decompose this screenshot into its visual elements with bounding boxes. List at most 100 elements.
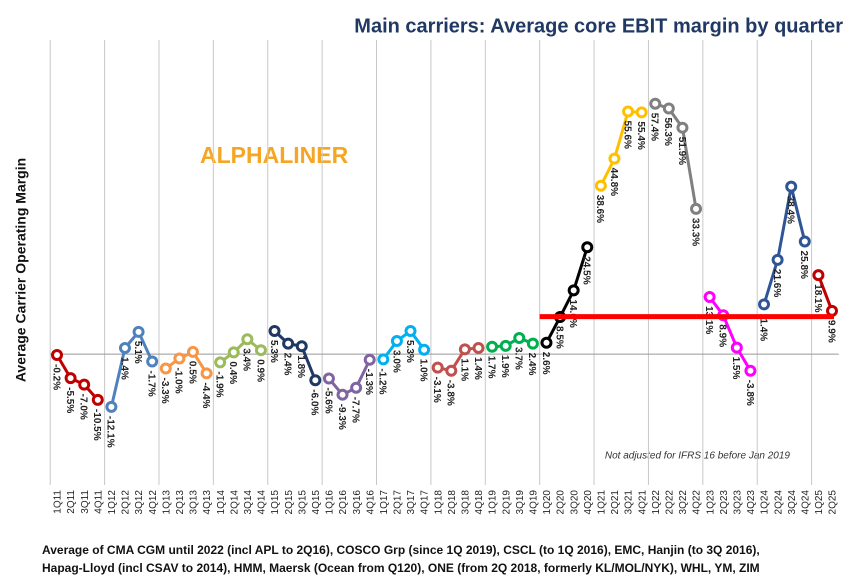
data-point xyxy=(676,121,689,134)
data-point xyxy=(200,367,213,380)
data-label: 1.7% xyxy=(485,356,496,379)
data-point xyxy=(499,339,512,352)
data-point xyxy=(173,352,186,365)
data-label: -7.0% xyxy=(78,394,89,420)
x-tick-label: 1Q18 xyxy=(433,490,444,515)
data-label: 1.9% xyxy=(499,355,510,378)
data-point xyxy=(118,342,131,355)
x-tick-label: 2Q25 xyxy=(828,490,839,515)
x-tick-label: 1Q11 xyxy=(53,490,64,514)
data-label: -0.2% xyxy=(50,364,61,390)
data-label: 25.8% xyxy=(798,251,809,279)
data-point xyxy=(744,364,757,377)
x-tick-label: 4Q16 xyxy=(365,490,376,515)
x-tick-label: 1Q16 xyxy=(325,490,336,515)
x-tick-label: 2Q22 xyxy=(664,490,675,515)
data-label: 2.4% xyxy=(281,353,292,376)
series-line xyxy=(654,102,698,210)
data-label: 51.9% xyxy=(676,137,687,165)
data-point xyxy=(758,298,771,311)
x-tick-label: 2Q21 xyxy=(610,490,621,515)
chart-title: Main carriers: Average core EBIT margin … xyxy=(354,15,843,37)
x-tick-label: 1Q24 xyxy=(760,490,771,515)
data-label: -9.3% xyxy=(336,404,347,430)
x-tick-label: 4Q22 xyxy=(692,490,703,515)
x-tick-label: 4Q23 xyxy=(746,490,757,515)
data-point xyxy=(798,235,811,248)
data-label: -1.0% xyxy=(173,367,184,393)
x-tick-label: 1Q14 xyxy=(216,490,227,515)
data-point xyxy=(690,202,703,215)
x-tick-label: 2Q12 xyxy=(121,490,132,515)
data-point xyxy=(594,179,607,192)
data-point xyxy=(186,345,199,358)
x-tick-label: 3Q19 xyxy=(515,490,526,515)
data-point xyxy=(241,333,254,346)
x-tick-label: 2Q19 xyxy=(501,490,512,515)
data-label: 38.6% xyxy=(594,195,605,223)
data-point xyxy=(649,97,662,110)
data-label: 55.6% xyxy=(621,121,632,149)
x-tick-label: 3Q17 xyxy=(406,490,417,515)
data-label: 8.5% xyxy=(553,326,564,349)
data-point xyxy=(540,336,553,349)
data-label: 5.1% xyxy=(132,341,143,364)
x-tick-label: 4Q11 xyxy=(93,490,104,514)
data-label: 1.0% xyxy=(417,359,428,382)
data-point xyxy=(404,324,417,337)
data-label: 24.5% xyxy=(581,256,592,284)
watermark: ALPHALINER xyxy=(200,142,349,168)
x-tick-label: 4Q18 xyxy=(474,490,485,515)
data-label: -3.1% xyxy=(431,377,442,403)
series-line xyxy=(55,354,99,401)
x-tick-label: 1Q13 xyxy=(161,490,172,515)
data-label: 0.4% xyxy=(227,361,238,384)
series-line xyxy=(762,186,807,305)
x-tick-label: 4Q12 xyxy=(148,490,159,515)
series-line xyxy=(491,336,534,349)
data-label: 9.9% xyxy=(825,320,836,343)
data-point xyxy=(445,364,458,377)
data-label: -1.9% xyxy=(214,371,225,397)
data-point xyxy=(132,325,145,338)
series-line xyxy=(708,296,752,372)
x-tick-label: 1Q22 xyxy=(651,490,662,515)
data-label: 33.3% xyxy=(689,218,700,246)
data-point xyxy=(785,180,798,193)
data-point xyxy=(608,152,621,165)
x-tick-label: 4Q19 xyxy=(529,490,540,515)
series-line xyxy=(437,346,479,373)
x-tick-label: 3Q23 xyxy=(732,490,743,515)
data-label: 1.5% xyxy=(730,357,741,380)
data-label: 44.8% xyxy=(608,168,619,196)
data-point xyxy=(431,361,444,374)
data-point xyxy=(513,331,526,344)
data-label: 56.3% xyxy=(662,117,673,145)
data-label: 3.0% xyxy=(390,350,401,373)
data-point xyxy=(662,102,675,115)
x-tick-label: 2Q23 xyxy=(719,490,730,515)
data-label: 11.4% xyxy=(757,313,768,341)
data-point xyxy=(64,372,77,385)
x-tick-label: 2Q15 xyxy=(284,490,295,515)
data-label: -5.6% xyxy=(322,388,333,414)
data-label: -7.7% xyxy=(349,397,360,423)
x-tick-label: 2Q16 xyxy=(338,490,349,515)
data-label: -1.3% xyxy=(363,369,374,395)
data-label: -4.4% xyxy=(200,382,211,408)
series-line xyxy=(273,329,317,381)
series-line xyxy=(599,109,642,187)
x-tick-label: 1Q21 xyxy=(597,490,608,515)
data-point xyxy=(567,284,580,297)
data-label: 8.9% xyxy=(717,324,728,347)
data-label: 0.9% xyxy=(254,359,265,382)
data-point xyxy=(418,343,431,356)
data-label: 13.1% xyxy=(703,306,714,334)
data-point xyxy=(105,400,118,413)
data-point xyxy=(730,341,743,354)
x-tick-label: 4Q13 xyxy=(202,490,213,515)
data-label: 2.4% xyxy=(526,353,537,376)
data-label: 0.5% xyxy=(186,361,197,384)
x-tick-label: 1Q23 xyxy=(705,490,716,515)
